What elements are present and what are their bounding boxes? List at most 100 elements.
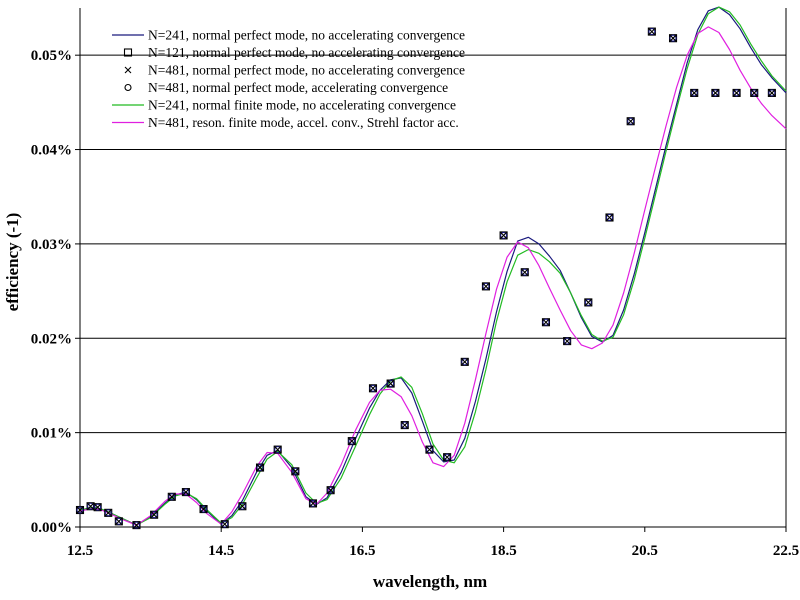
cross-marker (221, 520, 229, 528)
circle-marker (348, 437, 356, 445)
data-point (368, 384, 378, 393)
circle-marker (521, 268, 529, 276)
legend-entry: N=121, normal perfect mode, no accelerat… (123, 45, 465, 60)
x-tick-label: 22.5 (773, 543, 799, 559)
data-point (711, 88, 720, 97)
legend-label: N=481, normal perfect mode, accelerating… (148, 80, 448, 95)
x-axis-title: wavelength, nm (373, 572, 487, 591)
data-point (75, 505, 85, 515)
cross-marker (387, 380, 395, 387)
circle-marker (443, 453, 451, 461)
circle-marker (750, 89, 758, 97)
y-tick-label: 0.00% (31, 520, 72, 536)
circle-marker (168, 493, 176, 501)
cross-marker (291, 467, 299, 475)
circle-marker (182, 488, 190, 496)
cross-marker (768, 89, 776, 97)
x-tick-label: 20.5 (632, 543, 658, 559)
cross-marker (238, 502, 246, 510)
legend-entry: N=241, normal finite mode, no accelerati… (112, 98, 456, 113)
legend-entry: N=481, normal perfect mode, no accelerat… (124, 63, 465, 78)
data-point (626, 117, 635, 126)
circle-marker (104, 509, 112, 517)
y-tick-label: 0.04% (31, 143, 72, 159)
cross-marker (606, 214, 613, 221)
cross-marker (327, 486, 335, 494)
data-point (690, 88, 699, 97)
data-point (308, 499, 318, 508)
data-point (732, 88, 741, 97)
cross-marker (563, 337, 571, 345)
circle-marker (648, 28, 656, 36)
circle-marker (115, 517, 123, 525)
data-point (220, 520, 229, 529)
circle-marker (711, 89, 719, 97)
data-point (132, 521, 141, 530)
cross-marker (648, 28, 656, 35)
data-point (668, 34, 678, 43)
legend-entry: N=241, normal perfect mode, no accelerat… (112, 28, 465, 43)
circle-marker (461, 358, 469, 366)
circle-marker (132, 521, 141, 529)
cross-marker (369, 384, 377, 392)
cross-marker (733, 89, 740, 97)
cross-marker (348, 437, 356, 445)
circle-marker (605, 213, 614, 222)
axes (75, 8, 787, 532)
y-tick-label: 0.05% (31, 48, 72, 64)
data-point (499, 231, 508, 240)
circle-marker (124, 83, 132, 92)
data-point (255, 463, 265, 472)
cross-marker (542, 318, 550, 326)
cross-marker (150, 511, 158, 519)
data-point (425, 445, 434, 454)
circle-marker (238, 502, 246, 510)
cross-marker (104, 509, 112, 517)
grid-lines (80, 54, 786, 434)
data-point (563, 337, 572, 346)
circle-marker (768, 89, 776, 97)
data-point (347, 437, 356, 446)
cross-marker (669, 34, 677, 42)
circle-marker (221, 520, 229, 528)
circle-marker (76, 506, 84, 514)
cross-marker (76, 506, 84, 514)
cross-marker (200, 505, 207, 513)
data-point (605, 213, 614, 222)
tick-labels: 0.00% 0.01% 0.02% 0.03% 0.04% 0.05% 12.5 14.5 16… (31, 48, 799, 559)
circle-marker (150, 511, 158, 519)
circle-marker (94, 503, 102, 511)
circle-marker (669, 34, 677, 42)
cross-marker (168, 493, 176, 501)
cross-marker (482, 282, 490, 290)
data-point (150, 510, 159, 519)
cross-marker (690, 89, 698, 97)
circle-marker (425, 446, 434, 454)
series-layer (75, 6, 787, 530)
data-point (647, 27, 656, 36)
y-tick-label: 0.03% (31, 237, 72, 253)
circle-marker (87, 502, 95, 510)
y-tick-label: 0.02% (31, 331, 72, 347)
circle-marker (401, 421, 409, 429)
data-point (481, 282, 491, 291)
cross-marker (182, 488, 190, 496)
legend-entry: N=481, normal perfect mode, accelerating… (124, 80, 448, 95)
data-point (541, 318, 551, 327)
circle-marker (387, 380, 395, 388)
data-point (93, 503, 102, 512)
data-point (326, 486, 335, 495)
cross-marker (256, 464, 264, 471)
legend-label: N=121, normal perfect mode, no accelerat… (148, 45, 465, 60)
cross-marker (309, 500, 317, 507)
x-tick-label: 12.5 (67, 543, 93, 559)
x-tick-label: 14.5 (208, 543, 234, 559)
circle-marker (274, 446, 282, 454)
circle-marker (369, 384, 377, 392)
cross-marker (94, 503, 102, 511)
cross-marker (133, 521, 140, 529)
circle-marker (542, 318, 550, 326)
cross-marker (426, 446, 433, 454)
circle-marker (309, 499, 317, 507)
